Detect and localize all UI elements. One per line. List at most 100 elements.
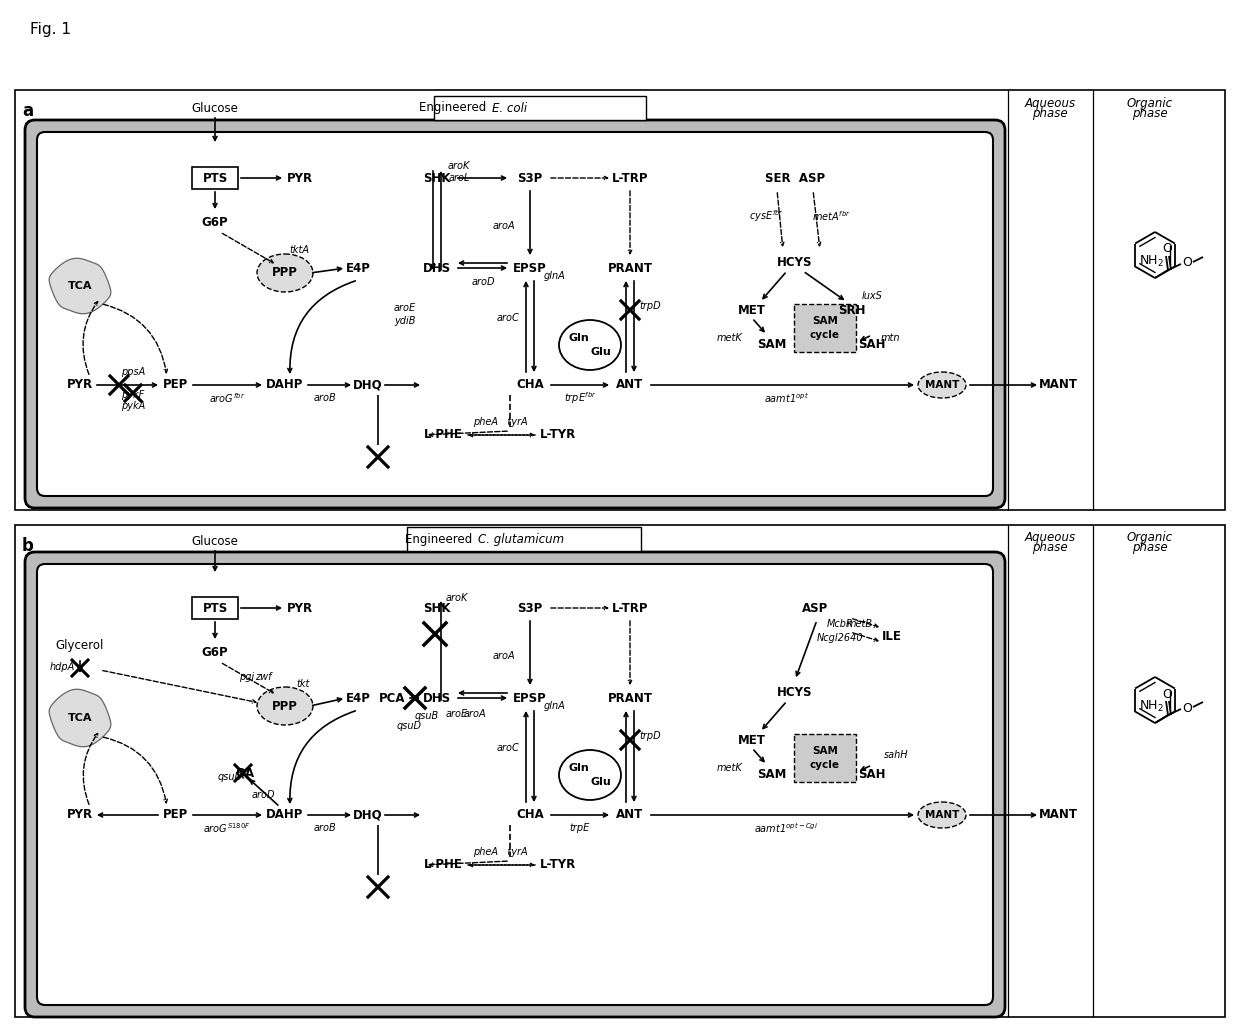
Text: G6P: G6P (202, 216, 228, 228)
Text: qsuB: qsuB (415, 711, 439, 721)
Text: trpD: trpD (639, 301, 661, 311)
Text: PYR: PYR (67, 808, 93, 822)
Text: L-PHE: L-PHE (424, 428, 463, 442)
Text: PCA: PCA (378, 691, 405, 705)
Text: aroC: aroC (497, 313, 520, 324)
Text: pheA   tyrA: pheA tyrA (472, 847, 527, 857)
Text: O: O (1162, 242, 1172, 256)
Text: QA: QA (236, 766, 254, 779)
Text: tktA: tktA (289, 245, 309, 255)
Text: zwf: zwf (254, 672, 272, 682)
Ellipse shape (918, 802, 966, 828)
Text: HCYS: HCYS (777, 257, 812, 269)
Text: L-PHE: L-PHE (424, 859, 463, 872)
Text: $trpE^{fbr}$: $trpE^{fbr}$ (564, 390, 596, 406)
Text: qsuD: qsuD (217, 772, 243, 782)
Text: trpD: trpD (639, 731, 661, 741)
Text: NH$_2$: NH$_2$ (1138, 699, 1163, 714)
FancyBboxPatch shape (192, 167, 238, 189)
Text: Organic: Organic (1127, 97, 1173, 110)
Text: TCA: TCA (68, 713, 92, 723)
Text: ydiB: ydiB (394, 316, 415, 326)
Text: PTS: PTS (202, 602, 228, 614)
Text: PRANT: PRANT (608, 262, 652, 274)
Text: O: O (1182, 701, 1192, 715)
Text: $aroG^{S180F}$: $aroG^{S180F}$ (203, 822, 250, 835)
Text: SAM: SAM (758, 768, 786, 782)
Text: metB: metB (847, 619, 873, 629)
Text: $metA^{fbr}$: $metA^{fbr}$ (812, 210, 851, 223)
Text: Ncgl2640: Ncgl2640 (817, 633, 863, 643)
Text: b: b (22, 537, 33, 555)
FancyBboxPatch shape (25, 120, 1004, 508)
Text: aroA: aroA (492, 221, 516, 231)
Text: tkt: tkt (296, 679, 310, 689)
Text: mtn: mtn (880, 333, 900, 343)
Text: aroK: aroK (448, 161, 470, 172)
Text: E4P: E4P (346, 691, 371, 705)
Text: aamt1$^{opt-Cgi}$: aamt1$^{opt-Cgi}$ (754, 822, 818, 835)
Text: aroK: aroK (446, 593, 469, 603)
Text: MANT: MANT (1039, 808, 1078, 822)
Text: aroD: aroD (252, 790, 275, 800)
Text: DHS: DHS (423, 262, 451, 274)
Text: PEP: PEP (162, 379, 187, 391)
FancyBboxPatch shape (407, 527, 641, 551)
Text: phase: phase (1032, 108, 1068, 120)
Text: MANT: MANT (925, 380, 960, 390)
Ellipse shape (257, 687, 312, 725)
Text: phase: phase (1132, 541, 1168, 555)
Text: SAH: SAH (858, 339, 885, 351)
Text: G6P: G6P (202, 646, 228, 658)
Text: Aqueous: Aqueous (1024, 97, 1075, 110)
Text: phase: phase (1132, 108, 1168, 120)
Text: aroB: aroB (314, 823, 336, 833)
Ellipse shape (257, 254, 312, 292)
Text: PYR: PYR (286, 172, 312, 185)
Text: SER  ASP: SER ASP (765, 172, 825, 185)
Text: aroA: aroA (492, 651, 516, 661)
Text: S3P: S3P (517, 602, 543, 614)
Text: L-TYR: L-TYR (539, 428, 577, 442)
Text: aroE: aroE (446, 709, 467, 719)
Text: SAM: SAM (812, 316, 838, 326)
FancyBboxPatch shape (434, 96, 646, 120)
Ellipse shape (559, 750, 621, 800)
Bar (41, 566, 990, 582)
Text: ANT: ANT (616, 808, 644, 822)
Text: L-TYR: L-TYR (539, 859, 577, 872)
Polygon shape (50, 689, 110, 747)
Text: EPSP: EPSP (513, 691, 547, 705)
Text: L-TRP: L-TRP (611, 602, 649, 614)
Text: EPSP: EPSP (513, 262, 547, 274)
Text: pgi: pgi (239, 672, 254, 682)
Text: $aroG^{fbr}$: $aroG^{fbr}$ (208, 391, 246, 405)
Text: MANT: MANT (1039, 379, 1078, 391)
Text: aroL: aroL (449, 173, 470, 183)
Text: HCYS: HCYS (777, 686, 812, 699)
Text: MET: MET (738, 733, 766, 747)
Text: aamt1$^{opt}$: aamt1$^{opt}$ (764, 391, 808, 405)
Text: Gln: Gln (569, 763, 589, 773)
Text: Fig. 1: Fig. 1 (30, 22, 71, 37)
Text: Glycerol: Glycerol (56, 640, 104, 652)
Text: $cysE^{fbr}$: $cysE^{fbr}$ (749, 208, 785, 224)
Text: aroC: aroC (497, 743, 520, 753)
Text: a: a (22, 102, 33, 120)
Text: cycle: cycle (810, 330, 839, 340)
Ellipse shape (918, 372, 966, 398)
Text: PYR: PYR (286, 602, 312, 614)
Text: MANT: MANT (925, 810, 960, 820)
FancyBboxPatch shape (192, 597, 238, 619)
Text: Aqueous: Aqueous (1024, 531, 1075, 543)
FancyBboxPatch shape (37, 564, 993, 1005)
Text: MET: MET (738, 304, 766, 316)
Text: hdpA: hdpA (50, 662, 74, 672)
Bar (15, 525, 1225, 1017)
Text: SAH: SAH (858, 768, 885, 782)
Text: SHK: SHK (423, 172, 451, 185)
Text: aroB: aroB (314, 393, 336, 403)
Text: SAM: SAM (758, 339, 786, 351)
Ellipse shape (559, 320, 621, 370)
FancyBboxPatch shape (25, 551, 1004, 1017)
